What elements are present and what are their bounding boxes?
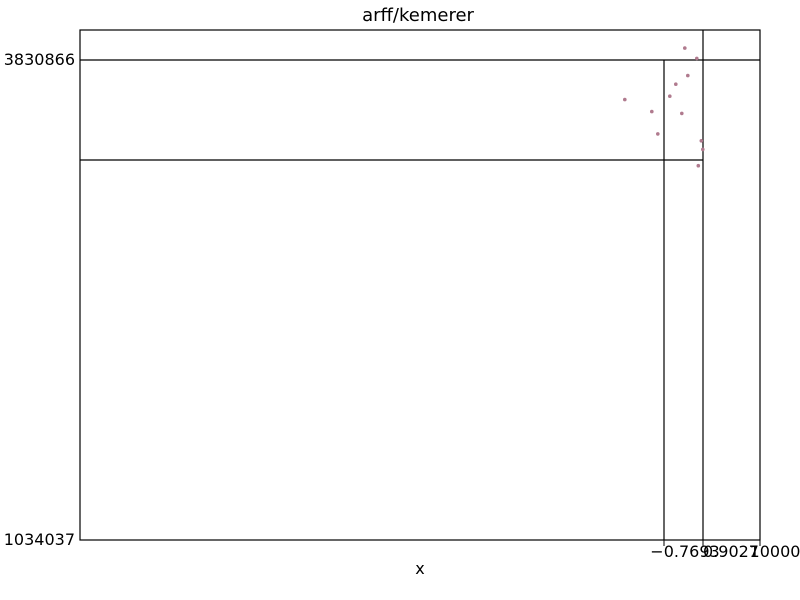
chart-title: arff/kemerer [362,5,474,26]
data-point-11 [696,163,701,168]
data-point-2 [650,109,654,114]
data-point-4 [668,94,672,98]
data-point-9 [695,56,699,61]
data-point-3 [656,132,660,136]
y-tick-label-bottom: 1034037 [4,530,75,549]
y-tick-label-top: 3830866 [4,50,75,69]
plot-area-frame [79,29,761,541]
data-point-10 [699,139,704,143]
data-point-1 [623,97,627,102]
data-point-6 [680,111,684,116]
x-axis-label: x [415,559,424,578]
x-tick-label-1: −0.7693 [650,542,719,561]
data-point-5 [674,82,678,86]
x-tick-label-3: 10000 [750,542,800,561]
data-points [623,46,705,168]
data-point-8 [683,46,687,50]
partition-lines [80,30,760,540]
data-point-7 [686,73,690,78]
data-point-12 [701,147,705,152]
x-tick-label-2: 0.9027 [703,542,759,561]
